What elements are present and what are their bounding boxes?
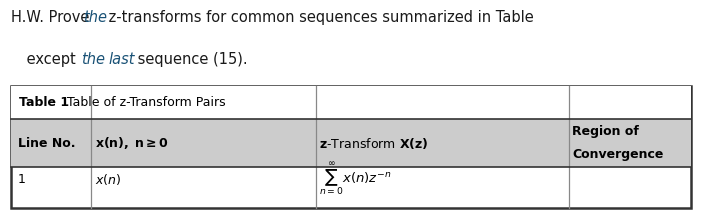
Text: Convergence: Convergence bbox=[572, 148, 663, 161]
Bar bbox=[11, 86, 691, 119]
Bar bbox=[11, 119, 691, 167]
Text: $\mathbf{x(n),\ n \geq 0}$: $\mathbf{x(n),\ n \geq 0}$ bbox=[95, 135, 168, 151]
Text: 1: 1 bbox=[18, 173, 25, 186]
Text: z-transforms for common sequences summarized in Table: z-transforms for common sequences summar… bbox=[104, 10, 534, 25]
Text: Table of z-Transform Pairs: Table of z-Transform Pairs bbox=[67, 96, 225, 109]
Text: $\mathbf{z\text{-Transform}\ X(z)}$: $\mathbf{z\text{-Transform}\ X(z)}$ bbox=[319, 136, 429, 151]
Text: Table 1: Table 1 bbox=[19, 96, 69, 109]
Text: the: the bbox=[84, 10, 107, 25]
Text: $\sum_{n=0}^{\infty} x(n)z^{-n}$: $\sum_{n=0}^{\infty} x(n)z^{-n}$ bbox=[319, 160, 392, 198]
Bar bbox=[11, 86, 691, 208]
Text: last: last bbox=[108, 52, 135, 67]
Text: sequence (15).: sequence (15). bbox=[133, 52, 248, 67]
Text: the: the bbox=[81, 52, 105, 67]
Text: H.W. Prove: H.W. Prove bbox=[11, 10, 94, 25]
Text: except: except bbox=[22, 52, 81, 67]
Text: Region of: Region of bbox=[572, 125, 639, 138]
Text: $x(n)$: $x(n)$ bbox=[95, 172, 121, 187]
Text: Line No.: Line No. bbox=[18, 137, 75, 150]
